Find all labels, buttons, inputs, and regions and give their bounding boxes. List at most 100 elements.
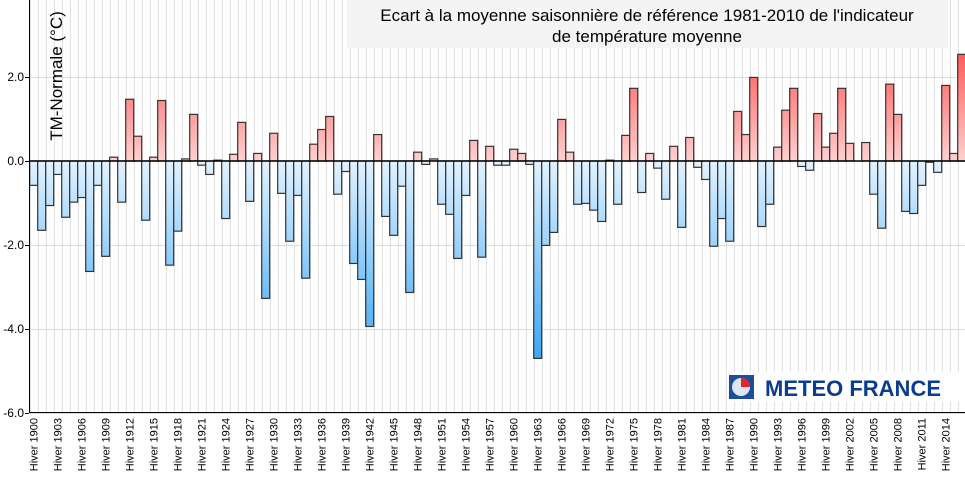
x-tick-label: Hiver 2005 bbox=[869, 418, 881, 471]
bar-hiver-1965 bbox=[549, 160, 559, 234]
x-tick-label: Hiver 2011 bbox=[917, 418, 929, 470]
y-tick-label: -6.0 bbox=[3, 406, 24, 420]
x-tick-label: Hiver 2008 bbox=[893, 418, 905, 471]
bar-hiver-1998 bbox=[813, 112, 823, 162]
x-tick-label: Hiver 1984 bbox=[701, 418, 713, 471]
bar-hiver-1937 bbox=[325, 115, 335, 162]
grid bbox=[29, 0, 965, 414]
bar-hiver-1942 bbox=[365, 160, 375, 328]
bar-hiver-1938 bbox=[333, 160, 343, 195]
bar-hiver-1929 bbox=[261, 160, 271, 299]
bar-hiver-1967 bbox=[565, 151, 575, 162]
bar-hiver-1987 bbox=[725, 160, 735, 242]
bar-hiver-1964 bbox=[541, 160, 551, 247]
bar-hiver-1920 bbox=[189, 113, 199, 162]
bar-hiver-1947 bbox=[405, 160, 415, 294]
bar-hiver-1908 bbox=[93, 160, 103, 186]
bar-hiver-1939 bbox=[341, 160, 351, 173]
x-tick-label: Hiver 1921 bbox=[197, 418, 209, 471]
x-tick-label: Hiver 1906 bbox=[77, 418, 89, 471]
bar-hiver-1906 bbox=[77, 160, 87, 199]
x-tick-label: Hiver 1996 bbox=[797, 418, 809, 471]
bar-hiver-2006 bbox=[877, 160, 887, 229]
x-tick-label: Hiver 1969 bbox=[581, 418, 593, 471]
x-tick-label: Hiver 1933 bbox=[293, 418, 305, 471]
x-tick-label: Hiver 1993 bbox=[773, 418, 785, 471]
x-tick-label: Hiver 1954 bbox=[461, 418, 473, 471]
bar-hiver-1933 bbox=[293, 160, 303, 197]
bar-hiver-1974 bbox=[621, 134, 631, 162]
x-tick-label: Hiver 2002 bbox=[845, 418, 857, 471]
bar-hiver-1966 bbox=[557, 118, 567, 162]
x-tick-label: Hiver 1948 bbox=[413, 418, 425, 471]
x-tick-label: Hiver 1924 bbox=[221, 418, 233, 471]
bar-hiver-1963 bbox=[533, 160, 543, 359]
bar-hiver-1925 bbox=[229, 153, 239, 162]
x-tick-label: Hiver 1999 bbox=[821, 418, 833, 471]
bar-hiver-1912 bbox=[125, 98, 135, 162]
bar-hiver-2004 bbox=[861, 141, 871, 162]
x-tick-label: Hiver 1960 bbox=[509, 418, 521, 471]
bar-hiver-2008 bbox=[893, 113, 903, 162]
bar-hiver-1956 bbox=[477, 160, 487, 258]
bar-hiver-1993 bbox=[773, 146, 783, 162]
bar-hiver-2014 bbox=[941, 84, 951, 162]
bar-hiver-1903 bbox=[53, 160, 63, 176]
bar-hiver-1985 bbox=[709, 160, 719, 247]
bar-hiver-1983 bbox=[693, 160, 703, 168]
bar-hiver-1975 bbox=[629, 87, 639, 162]
bar-hiver-2015 bbox=[949, 152, 959, 162]
bar-hiver-1913 bbox=[133, 135, 143, 162]
bar-hiver-1945 bbox=[389, 160, 399, 236]
bar-hiver-1989 bbox=[741, 133, 751, 162]
bar-hiver-1970 bbox=[589, 160, 599, 211]
bar-hiver-1988 bbox=[733, 110, 743, 162]
meteo-france-logo: METEO FRANCE bbox=[727, 372, 960, 402]
bar-hiver-1943 bbox=[373, 133, 383, 162]
bar-hiver-1976 bbox=[637, 160, 647, 194]
bar-hiver-1981 bbox=[677, 160, 687, 228]
bar-hiver-1973 bbox=[613, 160, 623, 205]
bar-hiver-1907 bbox=[85, 160, 95, 273]
x-tick-label: Hiver 1936 bbox=[317, 418, 329, 471]
y-tick-label: -2.0 bbox=[3, 238, 24, 252]
x-tick-label: Hiver 1927 bbox=[245, 418, 257, 471]
bar-hiver-2010 bbox=[909, 160, 919, 215]
bar-hiver-1909 bbox=[101, 160, 111, 257]
bar-hiver-1957 bbox=[485, 145, 495, 162]
y-tick-label: -4.0 bbox=[3, 322, 24, 336]
bar-hiver-1902 bbox=[45, 160, 55, 207]
bar-hiver-1931 bbox=[277, 160, 287, 194]
x-tick-label: Hiver 1930 bbox=[269, 418, 281, 471]
bar-hiver-1960 bbox=[509, 148, 519, 162]
bar-hiver-1900 bbox=[29, 160, 39, 186]
bar-hiver-1927 bbox=[245, 160, 255, 202]
bar-hiver-1995 bbox=[789, 87, 799, 162]
bar-hiver-2002 bbox=[845, 142, 855, 162]
bar-hiver-1955 bbox=[469, 139, 479, 162]
bar-hiver-2011 bbox=[917, 160, 927, 186]
bar-hiver-1934 bbox=[301, 160, 311, 279]
bar-hiver-1954 bbox=[461, 160, 471, 197]
bar-hiver-1990 bbox=[749, 76, 759, 162]
bar-hiver-1982 bbox=[685, 136, 695, 162]
bar-hiver-1940 bbox=[349, 160, 359, 265]
bar-hiver-2016 bbox=[957, 53, 965, 162]
bar-hiver-2001 bbox=[837, 87, 847, 162]
bar-hiver-1968 bbox=[573, 160, 583, 205]
y-tick-label: 0.0 bbox=[7, 154, 24, 168]
x-tick-label: Hiver 1975 bbox=[629, 418, 641, 471]
x-tick-label: Hiver 1918 bbox=[173, 418, 185, 471]
x-tick-label: Hiver 1978 bbox=[653, 418, 665, 471]
bar-hiver-1911 bbox=[117, 160, 127, 203]
x-tick-label: Hiver 1900 bbox=[29, 418, 41, 471]
title-box bbox=[347, 0, 948, 48]
x-tick-label: Hiver 1957 bbox=[485, 418, 497, 471]
bar-hiver-1948 bbox=[413, 151, 423, 162]
x-tick-label: Hiver 1903 bbox=[53, 418, 65, 471]
x-tick-label: Hiver 1909 bbox=[101, 418, 113, 471]
bar-hiver-2005 bbox=[869, 160, 879, 195]
bar-hiver-2007 bbox=[885, 83, 895, 162]
bar-hiver-1917 bbox=[165, 160, 175, 266]
